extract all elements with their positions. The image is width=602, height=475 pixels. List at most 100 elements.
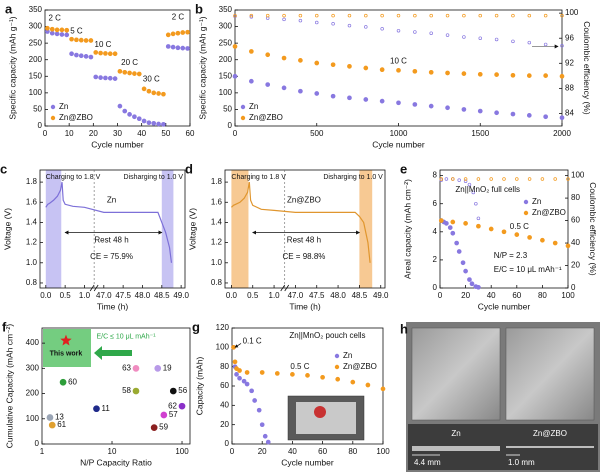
data-point [456,249,462,254]
shaded-region [359,170,373,288]
y-tick-label: 100 [26,414,40,423]
data-point [180,30,186,35]
annotation: E/C = 10 μL mAh⁻¹ [494,265,562,274]
efficiency-point [380,27,384,31]
data-point [156,91,161,96]
annotation: 2 C [48,13,61,22]
data-point [347,63,352,69]
efficiency-point [444,177,449,181]
efficiency-point [478,13,483,18]
x-tick-label: 0 [230,447,235,456]
data-point [103,51,108,56]
point-label: 61 [57,420,66,429]
data-point [365,382,371,388]
y-axis-label: Specific capacity (mAh g⁻¹) [7,16,17,119]
y-tick-label: 300 [219,22,233,31]
panel: a 0 10 20 30 40 50 60 0 50 100 150 200 250 300 350 Cycle… [5,1,195,149]
panel-letter: h [400,321,408,336]
data-point [476,284,481,290]
y-tick-label: 80 [220,362,229,371]
legend-label: Zn [343,351,352,360]
data-point [305,373,310,378]
photo-caption: Zn [451,429,460,438]
point-label: 62 [168,401,177,410]
efficiency-point [451,177,455,181]
panel-letter: e [400,161,407,176]
data-point [161,121,166,127]
x-tick-label: 0.5 [247,291,259,300]
legend-marker [334,364,340,370]
annotation: 10 C [95,40,112,49]
y-tick-label: 1.2 [211,238,223,247]
panel-letter: d [185,161,193,176]
efficiency-point [265,13,270,18]
data-point [178,402,186,410]
data-point [165,32,171,38]
highlight-box [43,329,91,367]
thickness-label: 4.4 mm [414,458,441,467]
data-point [527,235,532,240]
x-tick-label: 0.0 [40,291,52,300]
data-point [98,75,103,80]
efficiency-point [429,13,433,18]
efficiency-point [347,13,352,18]
x-tick-label: 47.0 [96,291,112,300]
y-tick-label: 1.0 [211,258,223,267]
x-tick-label: 48.0 [135,291,151,300]
y-tick-label: 0 [433,283,438,292]
efficiency-point [429,31,433,35]
highlight-label: This work [50,350,83,357]
data-point [74,52,79,58]
data-point [112,76,118,81]
data-point [396,67,401,73]
data-point [262,433,268,439]
y-axis-label: Cumulative Capacity (mAh cm⁻²) [4,324,14,449]
data-point [244,381,250,387]
efficiency-point [396,28,401,33]
data-point [252,398,257,403]
voltage-line [45,181,173,263]
x-tick-label: 49.0 [173,291,189,300]
data-point [477,108,483,114]
efficiency-point [380,13,384,18]
data-point [274,371,280,376]
efficiency-point [396,13,401,18]
y-tick-label: 200 [29,55,43,64]
data-point [379,67,385,73]
data-point [454,240,459,246]
data-point [107,75,113,81]
efficiency-point [282,13,286,18]
legend-label: Zn@ZBO [59,113,93,122]
data-point [380,386,386,392]
point-label: 56 [178,386,187,395]
annotation: 5 C [70,27,83,36]
x-tick-label: 47.5 [309,291,325,300]
data-point [146,120,152,126]
data-point [494,110,499,116]
data-point [265,82,271,87]
x-tick-label: 40 [487,291,496,300]
x-tick-label: 1.0 [269,291,281,300]
data-point [259,370,265,375]
point-label: 63 [122,363,131,372]
panel: f 1 10 100 0 100 200 300 400 N/P Capacity Ratio Cu… [2,319,191,467]
data-point [132,387,140,395]
data-point [514,232,520,237]
data-point [428,103,434,109]
annotation: 2 C [172,12,185,21]
data-point [175,30,181,36]
y-tick-label: 1.8 [26,177,38,186]
legend-marker [50,115,56,121]
y-tick-label: 0.8 [211,278,223,287]
y-tick-label: 200 [219,55,233,64]
efficiency-point [347,23,352,28]
data-point [552,240,558,246]
data-point [412,102,418,107]
plot-frame [39,169,186,289]
data-point [64,32,70,38]
data-point [543,73,549,78]
y-tick-label: 0 [225,439,230,448]
annotation: 30 C [143,75,160,84]
legend-marker [523,210,529,216]
panel-letter: f [2,319,7,334]
